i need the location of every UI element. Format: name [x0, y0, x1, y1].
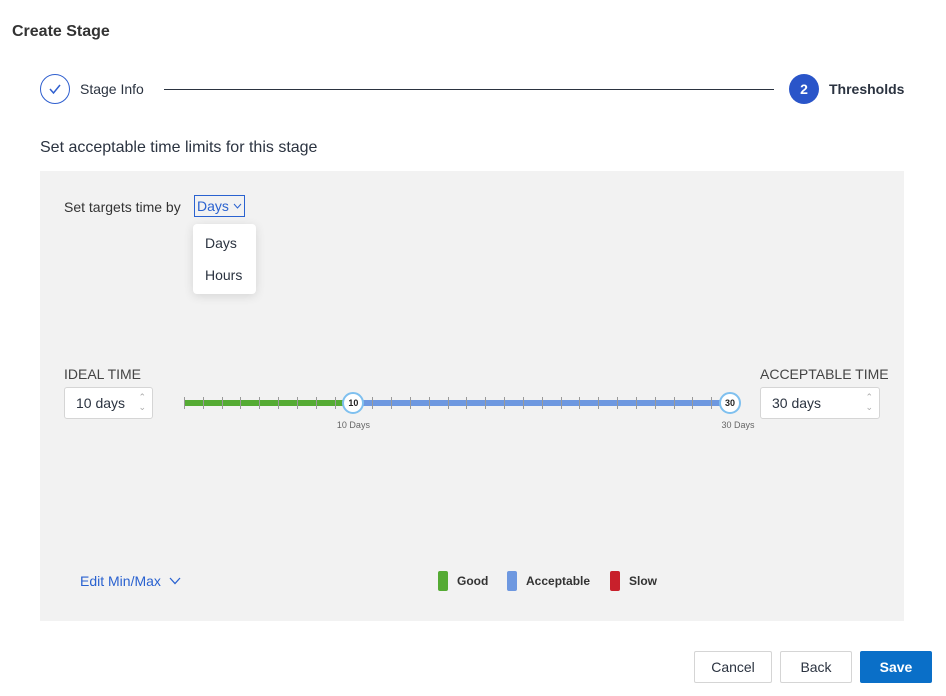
slider-tick — [334, 397, 336, 409]
slider-tick — [635, 397, 637, 409]
legend-swatch-good — [438, 571, 448, 591]
acceptable-time-value: 30 days — [772, 395, 822, 411]
slider-tick — [409, 397, 411, 409]
acceptable-time-input[interactable]: 30 days ⌃ ⌄ — [760, 387, 880, 419]
unit-select-value: Days — [197, 198, 229, 214]
slider-tick — [428, 397, 430, 409]
edit-min-max-label: Edit Min/Max — [80, 573, 161, 589]
slider-tick — [617, 397, 619, 409]
edit-min-max-toggle[interactable]: Edit Min/Max — [80, 573, 181, 589]
unit-select[interactable]: Days — [194, 195, 245, 217]
stepper-connector — [164, 89, 774, 90]
step-thresholds-number: 2 — [789, 74, 819, 104]
slider-tick — [598, 397, 600, 409]
slider-tick — [692, 397, 694, 409]
spinner-arrows-icon[interactable]: ⌃ ⌄ — [865, 392, 873, 412]
slider-tick — [240, 397, 242, 409]
unit-option-hours[interactable]: Hours — [205, 267, 243, 283]
slider-tick — [202, 397, 204, 409]
spinner-arrows-icon[interactable]: ⌃ ⌄ — [138, 392, 146, 412]
chevron-down-icon — [233, 203, 242, 209]
legend-label: Good — [457, 574, 489, 588]
unit-selector-label: Set targets time by — [64, 199, 181, 215]
slider-tick — [466, 397, 468, 409]
slider-tick — [259, 397, 261, 409]
legend-label: Slow — [629, 574, 658, 588]
slider-tick — [278, 397, 280, 409]
legend-label: Acceptable — [526, 574, 591, 588]
chevron-down-icon — [169, 577, 181, 585]
page-title: Create Stage — [12, 23, 110, 40]
legend-acceptable: Acceptable — [507, 571, 590, 591]
section-subtitle: Set acceptable time limits for this stag… — [40, 139, 318, 156]
slider-tick — [673, 397, 675, 409]
acceptable-handle[interactable]: 30 — [719, 392, 741, 414]
slider-track-good — [184, 400, 354, 406]
step-stage-info-label[interactable]: Stage Info — [80, 81, 144, 97]
slider-track-acceptable — [184, 400, 730, 406]
legend-slow: Slow — [610, 571, 657, 591]
legend-swatch-slow — [610, 571, 620, 591]
slider-tick — [485, 397, 487, 409]
ideal-marker-label: 10 Days — [336, 420, 370, 430]
slider-tick — [221, 397, 223, 409]
legend-good: Good — [438, 571, 488, 591]
slider-tick — [447, 397, 449, 409]
step-thresholds-label: Thresholds — [829, 81, 905, 97]
slider-tick — [711, 397, 713, 409]
save-button[interactable]: Save — [860, 651, 932, 683]
slider-tick — [579, 397, 581, 409]
slider-tick — [315, 397, 317, 409]
back-button[interactable]: Back — [780, 651, 852, 683]
slider-tick — [541, 397, 543, 409]
slider-tick — [372, 397, 374, 409]
slider-tick — [504, 397, 506, 409]
slider-tick — [184, 397, 185, 409]
unit-dropdown-menu: Days Hours — [193, 224, 256, 294]
slider-tick — [522, 397, 524, 409]
ideal-time-value: 10 days — [76, 395, 126, 411]
acceptable-marker-label: 30 Days — [721, 420, 755, 430]
slider-tick — [296, 397, 298, 409]
slider-tick — [560, 397, 562, 409]
cancel-button[interactable]: Cancel — [694, 651, 772, 683]
slider-tick — [391, 397, 393, 409]
ideal-time-input[interactable]: 10 days ⌃ ⌄ — [64, 387, 153, 419]
ideal-handle[interactable]: 10 — [342, 392, 365, 414]
unit-option-days[interactable]: Days — [205, 235, 237, 251]
ideal-time-label: IDEAL TIME — [64, 366, 142, 382]
acceptable-time-label: ACCEPTABLE TIME — [760, 366, 889, 382]
step-stage-info-check-icon[interactable] — [40, 74, 70, 104]
legend-swatch-acceptable — [507, 571, 517, 591]
slider-tick — [654, 397, 656, 409]
